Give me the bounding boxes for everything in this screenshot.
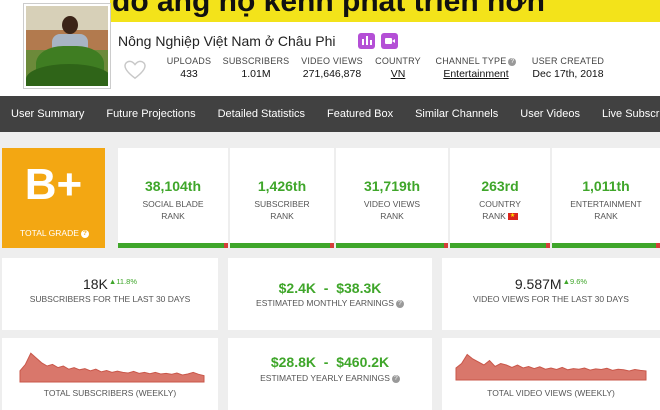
rank-bar bbox=[230, 243, 334, 248]
total-subscribers-weekly-card: TOTAL SUBSCRIBERS (WEEKLY) bbox=[2, 338, 218, 410]
views-30-delta: ▲9.6% bbox=[562, 277, 588, 286]
tab-user-videos[interactable]: User Videos bbox=[520, 108, 580, 120]
tab-detailed-statistics[interactable]: Detailed Statistics bbox=[217, 108, 306, 120]
views-30-label: VIDEO VIEWS FOR THE LAST 30 DAYS bbox=[473, 294, 629, 304]
video-badge-icon[interactable] bbox=[381, 33, 398, 49]
views-30-days-card: 9.587M▲9.6% VIDEO VIEWS FOR THE LAST 30 … bbox=[442, 258, 660, 330]
help-icon[interactable]: ? bbox=[391, 375, 400, 383]
rank-bar bbox=[450, 243, 550, 248]
country-link[interactable]: VN bbox=[390, 68, 406, 80]
subs-30-delta: ▲11.8% bbox=[108, 277, 138, 286]
avatar[interactable] bbox=[24, 4, 110, 88]
vietnam-flag-icon bbox=[507, 210, 518, 222]
tab-user-summary[interactable]: User Summary bbox=[11, 108, 85, 120]
stats-badge-icon[interactable] bbox=[358, 33, 375, 49]
total-views-label: TOTAL VIDEO VIEWS (WEEKLY) bbox=[487, 388, 615, 398]
yearly-earnings-label: ESTIMATED YEARLY EARNINGS? bbox=[228, 373, 432, 383]
rank-bar bbox=[336, 243, 448, 248]
channel-name: Nông Nghiệp Việt Nam ở Châu Phi bbox=[118, 33, 336, 49]
views-30-value: 9.587M bbox=[514, 276, 562, 292]
tab-similar-channels[interactable]: Similar Channels bbox=[415, 108, 499, 120]
help-icon[interactable]: ? bbox=[508, 58, 517, 66]
rank-bar bbox=[118, 243, 228, 248]
total-grade-box: B+ TOTAL GRADE? bbox=[2, 148, 105, 248]
subscribers-30-days-card: 18K▲11.8% SUBSCRIBERS FOR THE LAST 30 DA… bbox=[2, 258, 218, 330]
rank-bar bbox=[552, 243, 660, 248]
monthly-earnings-value: $2.4K - $38.3K bbox=[278, 280, 382, 296]
subs-30-label: SUBSCRIBERS FOR THE LAST 30 DAYS bbox=[29, 294, 191, 304]
tab-future-projections[interactable]: Future Projections bbox=[106, 108, 196, 120]
country-rank: 263rd COUNTRY RANK bbox=[450, 148, 550, 248]
uploads-stat: UPLOADS 433 bbox=[166, 56, 212, 80]
country-stat: COUNTRY VN bbox=[372, 56, 424, 80]
main-nav: User Summary Future Projections Detailed… bbox=[0, 96, 660, 132]
total-video-views-weekly-card: TOTAL VIDEO VIEWS (WEEKLY) bbox=[442, 338, 660, 410]
monthly-earnings-label: ESTIMATED MONTHLY EARNINGS? bbox=[228, 298, 432, 308]
video-views-rank: 31,719th VIDEO VIEWS RANK bbox=[336, 148, 448, 248]
subscribers-sparkline bbox=[19, 352, 205, 383]
channel-header: do ang hộ kênh phát triển hơn Nông Nghiệ… bbox=[0, 0, 660, 96]
favorite-heart-icon[interactable] bbox=[124, 60, 146, 80]
overlay-banner: do ang hộ kênh phát triển hơn bbox=[110, 0, 660, 22]
views-sparkline bbox=[455, 353, 647, 381]
tab-featured-box[interactable]: Featured Box bbox=[327, 108, 394, 120]
banner-text: do ang hộ kênh phát triển hơn bbox=[112, 0, 545, 18]
help-icon[interactable]: ? bbox=[395, 300, 404, 308]
video-views-stat: VIDEO VIEWS 271,646,878 bbox=[301, 56, 363, 80]
help-icon[interactable]: ? bbox=[80, 230, 89, 238]
channel-type-link[interactable]: Entertainment bbox=[443, 68, 509, 80]
social-blade-rank: 38,104th SOCIAL BLADE RANK bbox=[118, 148, 228, 248]
yearly-earnings-value: $28.8K - $460.2K bbox=[270, 354, 390, 370]
total-subs-label: TOTAL SUBSCRIBERS (WEEKLY) bbox=[43, 388, 177, 398]
subscribers-stat: SUBSCRIBERS 1.01M bbox=[222, 56, 290, 80]
yearly-earnings-card: $28.8K - $460.2K ESTIMATED YEARLY EARNIN… bbox=[228, 338, 432, 410]
entertainment-rank: 1,011th ENTERTAINMENT RANK bbox=[552, 148, 660, 248]
user-created-stat: USER CREATED Dec 17th, 2018 bbox=[531, 56, 605, 80]
subs-30-value: 18K bbox=[82, 276, 108, 292]
monthly-earnings-card: $2.4K - $38.3K ESTIMATED MONTHLY EARNING… bbox=[228, 258, 432, 330]
tab-live-subscriber[interactable]: Live Subscriber bbox=[601, 108, 660, 120]
grade-value: B+ bbox=[24, 160, 83, 209]
grade-label: TOTAL GRADE? bbox=[20, 228, 89, 238]
subscriber-rank: 1,426th SUBSCRIBER RANK bbox=[230, 148, 334, 248]
channel-type-stat: CHANNEL TYPE? Entertainment bbox=[430, 56, 522, 80]
